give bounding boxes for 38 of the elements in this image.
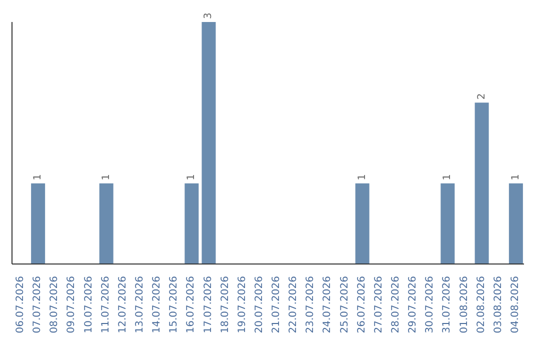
x-tick-label: 08.07.2026 (49, 276, 60, 334)
x-tick-label: 11.07.2026 (100, 276, 112, 334)
x-tick-label: 29.07.2026 (408, 276, 419, 334)
x-tick-label: 06.07.2026 (15, 276, 26, 334)
x-tick-label: 13.07.2026 (134, 276, 146, 334)
x-tick-label: 27.07.2026 (373, 276, 384, 334)
data-label: 1 (442, 174, 454, 180)
x-tick-label: 25.07.2026 (339, 276, 350, 334)
x-tick-label: 03.08.2026 (492, 276, 504, 334)
x-tick-label: 21.07.2026 (271, 276, 282, 334)
x-tick-label: 15.07.2026 (168, 276, 180, 334)
data-label: 2 (476, 93, 488, 100)
x-tick-label: 17.07.2026 (202, 276, 214, 334)
x-tick-label: 09.07.2026 (66, 276, 78, 334)
x-tick-label: 04.08.2026 (510, 276, 521, 334)
x-tick-label: 26.07.2026 (356, 276, 368, 334)
x-tick-label: 30.07.2026 (424, 276, 436, 334)
data-label: 1 (100, 174, 112, 180)
x-tick-label: 28.07.2026 (390, 276, 402, 334)
x-tick-label: 20.07.2026 (254, 276, 265, 334)
x-tick-label: 12.07.2026 (117, 276, 128, 334)
data-label: 3 (203, 12, 214, 19)
x-tick-label: 07.07.2026 (32, 276, 44, 334)
x-tick-label: 02.08.2026 (476, 276, 487, 334)
x-tick-label: 01.08.2026 (458, 276, 470, 334)
x-tick-label: 23.07.2026 (305, 276, 316, 334)
data-label: 1 (510, 174, 522, 180)
x-tick-label: 18.07.2026 (220, 276, 231, 334)
x-tick-label: 10.07.2026 (83, 276, 94, 334)
x-tick-label: 22.07.2026 (288, 276, 300, 334)
x-tick-label: 14.07.2026 (152, 276, 163, 334)
data-label: 1 (186, 174, 198, 180)
x-tick-label: 31.07.2026 (442, 276, 453, 334)
data-label: 1 (356, 174, 368, 180)
x-tick-label: 19.07.2026 (236, 276, 248, 334)
x-tick-label: 16.07.2026 (186, 276, 197, 334)
data-label: 1 (32, 174, 44, 180)
x-tick-label: 24.07.2026 (322, 276, 334, 334)
